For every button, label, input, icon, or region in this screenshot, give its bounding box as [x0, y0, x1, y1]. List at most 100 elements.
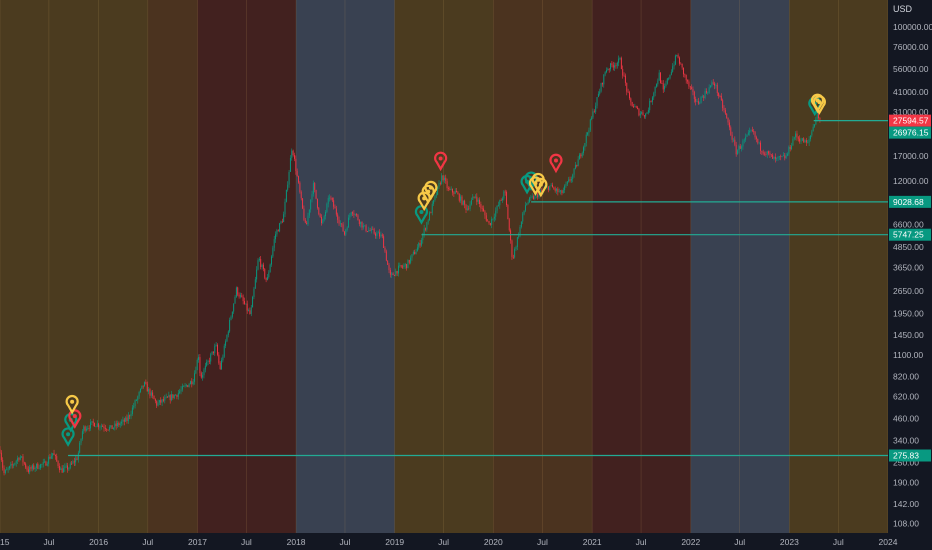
candle-body — [438, 183, 440, 187]
candle-body — [161, 399, 163, 403]
candle-body — [254, 279, 256, 289]
candle-body — [714, 83, 716, 86]
candle-body — [123, 419, 125, 422]
candle-body — [222, 356, 224, 361]
candle-body — [149, 389, 151, 396]
candle-body — [533, 196, 535, 199]
signal-marker[interactable] — [65, 394, 79, 415]
candle-body — [760, 142, 761, 151]
price-tick-label: 1100.00 — [893, 350, 923, 360]
marker-dot — [553, 158, 558, 163]
candle-body — [192, 381, 194, 385]
candle-body — [140, 388, 141, 393]
candle-body — [158, 400, 160, 403]
candle-body — [261, 264, 263, 268]
candle-body — [200, 373, 202, 378]
candle-body — [81, 431, 83, 439]
signal-marker[interactable] — [61, 427, 75, 447]
candle-body — [203, 369, 205, 376]
period-band — [296, 0, 395, 533]
candle-body — [745, 136, 747, 140]
time-axis[interactable] — [0, 533, 932, 550]
candle-body — [442, 175, 444, 181]
signal-markers[interactable] — [61, 93, 826, 447]
signal-marker[interactable] — [549, 153, 563, 174]
signal-marker[interactable] — [812, 95, 826, 115]
candle-body — [134, 400, 136, 406]
candle-body — [156, 401, 158, 406]
candle-body — [56, 456, 58, 462]
candle-body — [46, 463, 48, 466]
price-tick-label: 100000.00 — [893, 22, 932, 32]
candle-body — [356, 214, 358, 216]
candle-body — [795, 133, 797, 138]
candle-body — [407, 259, 409, 269]
candle-body — [350, 212, 352, 216]
candle-body — [477, 199, 479, 202]
candle-body — [61, 468, 63, 473]
candle-body — [454, 190, 456, 194]
candle-body — [439, 183, 441, 184]
candle-body — [434, 195, 436, 201]
candle-body — [418, 243, 420, 248]
price-tick-label: 4850.00 — [893, 242, 924, 252]
price-tick-label: 1450.00 — [893, 330, 924, 340]
candle-body — [541, 190, 543, 192]
candle-body — [516, 237, 518, 248]
candle-body — [665, 83, 667, 86]
candle-body — [762, 151, 764, 154]
price-axis-ticks: 100000.00 76000.00 56000.00 41000.00 31000.0… — [893, 22, 932, 529]
candle-body — [634, 106, 636, 108]
candle-body — [801, 138, 803, 141]
candle-body — [699, 103, 701, 105]
candle-body — [656, 84, 657, 87]
signal-marker[interactable] — [424, 180, 438, 201]
candle-body — [688, 81, 690, 87]
candle-body — [67, 465, 69, 470]
price-tick-label: 820.00 — [893, 371, 919, 381]
candle-body — [65, 465, 67, 467]
candle-body — [458, 194, 460, 201]
candle-body — [564, 185, 566, 191]
candle-body — [585, 134, 587, 144]
candle-body — [343, 231, 345, 235]
candle-body — [476, 196, 478, 202]
price-tick-label: 56000.00 — [893, 64, 929, 74]
candle-body — [546, 186, 548, 188]
candle-body — [514, 249, 516, 258]
candle-body — [560, 190, 562, 192]
signal-marker[interactable] — [534, 177, 548, 198]
marker-pin — [812, 95, 826, 115]
time-tick-label: Jul — [636, 537, 647, 547]
candle-body — [616, 62, 618, 66]
candle-body — [361, 221, 363, 228]
candle-body — [26, 467, 28, 470]
candle-body — [79, 442, 81, 453]
signal-marker[interactable] — [434, 151, 448, 172]
candle-body — [551, 184, 553, 188]
candle-body — [307, 215, 309, 225]
candle-body — [275, 234, 277, 240]
candle-body — [162, 399, 164, 401]
candle-body — [480, 204, 482, 209]
candle-body — [495, 210, 497, 217]
time-tick-label: 2022 — [681, 537, 700, 547]
candle-body — [279, 223, 281, 232]
candle-body — [13, 464, 14, 466]
period-band — [789, 0, 888, 533]
candle-body — [746, 134, 748, 137]
candle-body — [384, 247, 386, 252]
candle-body — [88, 427, 90, 429]
candle-body — [811, 131, 813, 136]
candle-body — [244, 301, 245, 304]
candle-body — [277, 230, 279, 232]
candle-body — [160, 400, 162, 403]
candle-body — [44, 461, 46, 463]
horizontal-lines[interactable] — [68, 120, 888, 457]
candle-body — [670, 71, 672, 75]
candle-body — [21, 456, 23, 458]
candle-body — [588, 130, 590, 133]
candle-body — [339, 223, 341, 225]
signal-marker[interactable] — [68, 409, 82, 429]
